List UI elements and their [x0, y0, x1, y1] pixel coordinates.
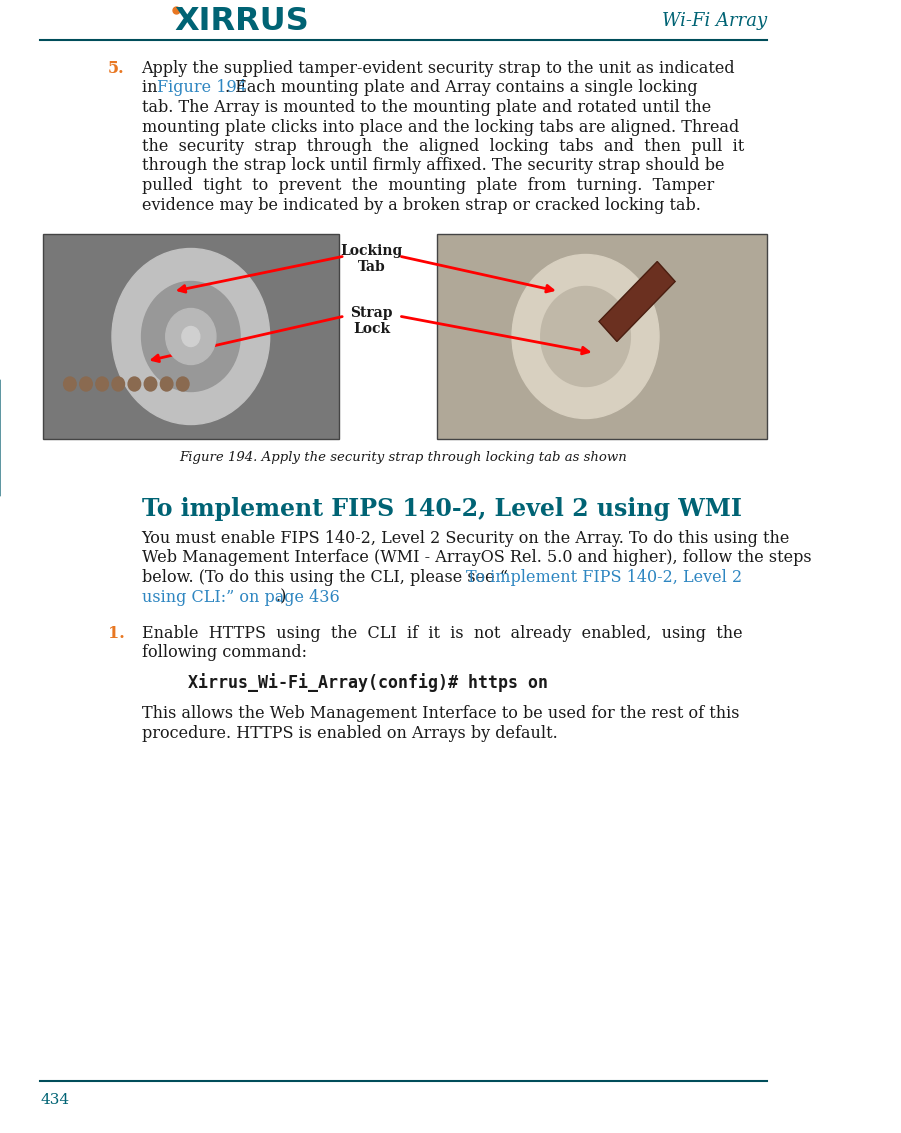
- Circle shape: [112, 377, 124, 391]
- Text: through the strap lock until firmly affixed. The security strap should be: through the strap lock until firmly affi…: [141, 157, 724, 174]
- Circle shape: [128, 377, 141, 391]
- Text: evidence may be indicated by a broken strap or cracked locking tab.: evidence may be indicated by a broken st…: [141, 196, 700, 213]
- Text: You must enable FIPS 140-2, Level 2 Security on the Array. To do this using the: You must enable FIPS 140-2, Level 2 Secu…: [141, 530, 790, 547]
- Text: tab. The Array is mounted to the mounting plate and rotated until the: tab. The Array is mounted to the mountin…: [141, 99, 711, 116]
- Text: mounting plate clicks into place and the locking tabs are aligned. Thread: mounting plate clicks into place and the…: [141, 119, 739, 136]
- Text: .): .): [276, 588, 287, 605]
- Text: 5.: 5.: [107, 60, 124, 77]
- Bar: [43, 235, 339, 438]
- Circle shape: [141, 281, 240, 392]
- Circle shape: [64, 377, 77, 391]
- Text: XIRRUS: XIRRUS: [175, 6, 309, 36]
- Text: Figure 194: Figure 194: [157, 79, 247, 96]
- Text: using CLI:” on page 436: using CLI:” on page 436: [141, 588, 340, 605]
- Circle shape: [512, 255, 659, 418]
- Text: following command:: following command:: [141, 644, 306, 661]
- Circle shape: [160, 377, 173, 391]
- Text: Strap
Lock: Strap Lock: [350, 306, 393, 337]
- Circle shape: [79, 377, 92, 391]
- Text: To implement FIPS 140-2, Level 2: To implement FIPS 140-2, Level 2: [466, 569, 742, 586]
- Circle shape: [144, 377, 157, 391]
- Circle shape: [112, 248, 269, 425]
- Text: below. (To do this using the CLI, please see “: below. (To do this using the CLI, please…: [141, 569, 507, 586]
- Text: 434: 434: [41, 1093, 69, 1107]
- Bar: [437, 235, 767, 438]
- Circle shape: [96, 377, 108, 391]
- Circle shape: [166, 308, 216, 365]
- Polygon shape: [599, 262, 675, 341]
- Text: procedure. HTTPS is enabled on Arrays by default.: procedure. HTTPS is enabled on Arrays by…: [141, 725, 558, 742]
- Circle shape: [541, 287, 631, 386]
- Text: Wi-Fi Array: Wi-Fi Array: [661, 12, 767, 29]
- Text: pulled  tight  to  prevent  the  mounting  plate  from  turning.  Tamper: pulled tight to prevent the mounting pla…: [141, 177, 714, 194]
- Text: Web Management Interface (WMI - ArrayOS Rel. 5.0 and higher), follow the steps: Web Management Interface (WMI - ArrayOS …: [141, 550, 811, 566]
- Text: the  security  strap  through  the  aligned  locking  tabs  and  then  pull  it: the security strap through the aligned l…: [141, 138, 744, 155]
- Circle shape: [177, 377, 189, 391]
- Text: Xirrus_Wi-Fi_Array(config)# https on: Xirrus_Wi-Fi_Array(config)# https on: [188, 673, 548, 692]
- Text: Apply the supplied tamper-evident security strap to the unit as indicated: Apply the supplied tamper-evident securi…: [141, 60, 735, 77]
- Text: in: in: [141, 79, 162, 96]
- Circle shape: [182, 326, 200, 347]
- Text: To implement FIPS 140-2, Level 2 using WMI: To implement FIPS 140-2, Level 2 using W…: [141, 497, 742, 521]
- Text: 1.: 1.: [107, 624, 124, 641]
- Text: Enable  HTTPS  using  the  CLI  if  it  is  not  already  enabled,  using  the: Enable HTTPS using the CLI if it is not …: [141, 624, 742, 641]
- Text: . Each mounting plate and Array contains a single locking: . Each mounting plate and Array contains…: [225, 79, 697, 96]
- Text: This allows the Web Management Interface to be used for the rest of this: This allows the Web Management Interface…: [141, 706, 739, 723]
- Text: Locking
Tab: Locking Tab: [341, 244, 403, 274]
- Text: Figure 194. Apply the security strap through locking tab as shown: Figure 194. Apply the security strap thr…: [179, 451, 627, 465]
